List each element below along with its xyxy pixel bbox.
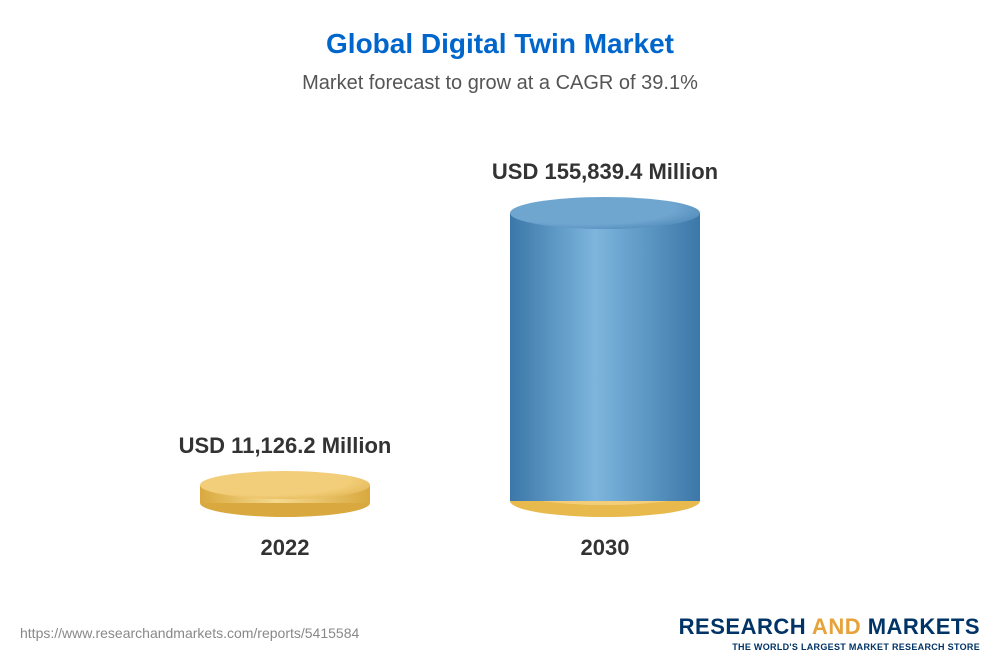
logo: RESEARCH AND MARKETS THE WORLD'S LARGEST… [679, 614, 980, 652]
chart-subtitle: Market forecast to grow at a CAGR of 39.… [0, 72, 1000, 95]
year-label-2030: 2030 [581, 535, 630, 561]
chart-title: Global Digital Twin Market [0, 0, 1000, 60]
bar-2030: USD 155,839.4 Million2030 [510, 159, 700, 561]
value-label-2022: USD 11,126.2 Million [179, 433, 392, 459]
bar-2022: USD 11,126.2 Million2022 [200, 433, 370, 561]
footer: https://www.researchandmarkets.com/repor… [0, 609, 1000, 667]
cylinder-2022 [200, 471, 370, 517]
cylinder-2030 [510, 197, 700, 517]
chart-area: USD 11,126.2 Million2022USD 155,839.4 Mi… [0, 115, 1000, 555]
logo-tagline: THE WORLD'S LARGEST MARKET RESEARCH STOR… [679, 642, 980, 652]
source-url: https://www.researchandmarkets.com/repor… [20, 625, 359, 641]
year-label-2022: 2022 [261, 535, 310, 561]
logo-text: RESEARCH AND MARKETS [679, 614, 980, 640]
value-label-2030: USD 155,839.4 Million [492, 159, 718, 185]
